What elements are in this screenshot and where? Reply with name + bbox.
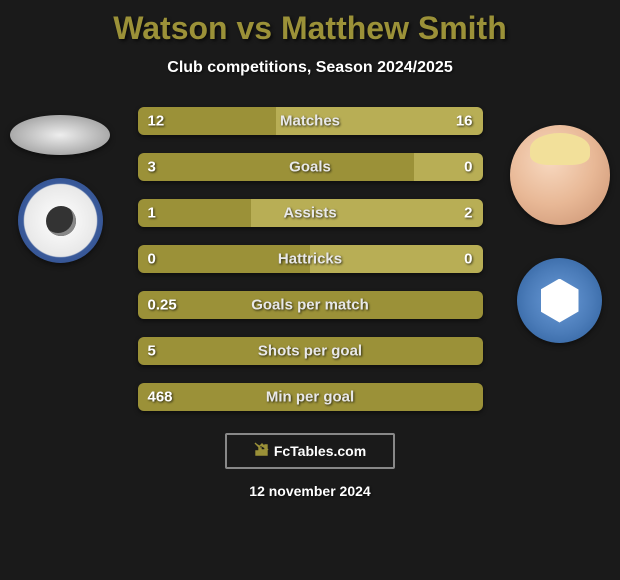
stat-value-p2: 2 [464,205,472,222]
stat-row: 3 0 Goals [138,153,483,181]
stat-label: Hattricks [278,251,342,268]
stat-value-p1: 12 [148,113,165,130]
stat-value-p1: 0 [148,251,156,268]
page-title: Watson vs Matthew Smith [0,0,620,47]
stat-row: 468 Min per goal [138,383,483,411]
stat-bar-p1 [138,153,414,181]
player1-club-crest [18,178,103,263]
stat-label: Shots per goal [258,343,362,360]
stat-value-p1: 0.25 [148,297,177,314]
stats-container: 1216Matches30Goals12Assists00Hattricks0.… [138,107,483,411]
stat-value-p1: 1 [148,205,156,222]
stat-row: 12 16 Matches [138,107,483,135]
stat-value-p2: 16 [456,113,473,130]
stat-row: 1 2 Assists [138,199,483,227]
date-text: 12 november 2024 [0,483,620,499]
player2-club-crest [517,258,602,343]
stat-value-p1: 468 [148,389,173,406]
stat-value-p1: 5 [148,343,156,360]
stat-value-p2: 0 [464,251,472,268]
player1-avatar [10,115,110,155]
brand-box: FcTables.com [225,433,395,469]
stat-label: Assists [283,205,336,222]
stat-row: 5 Shots per goal [138,337,483,365]
player2-avatar [510,125,610,225]
stat-label: Goals [289,159,331,176]
stat-row: 0.25 Goals per match [138,291,483,319]
stat-row: 0 0 Hattricks [138,245,483,273]
stat-label: Min per goal [266,389,354,406]
stat-value-p2: 0 [464,159,472,176]
stat-label: Matches [280,113,340,130]
stat-value-p1: 3 [148,159,156,176]
subtitle: Club competitions, Season 2024/2025 [0,59,620,77]
chart-icon [254,441,270,462]
brand-text: FcTables.com [274,443,366,459]
stat-label: Goals per match [251,297,369,314]
